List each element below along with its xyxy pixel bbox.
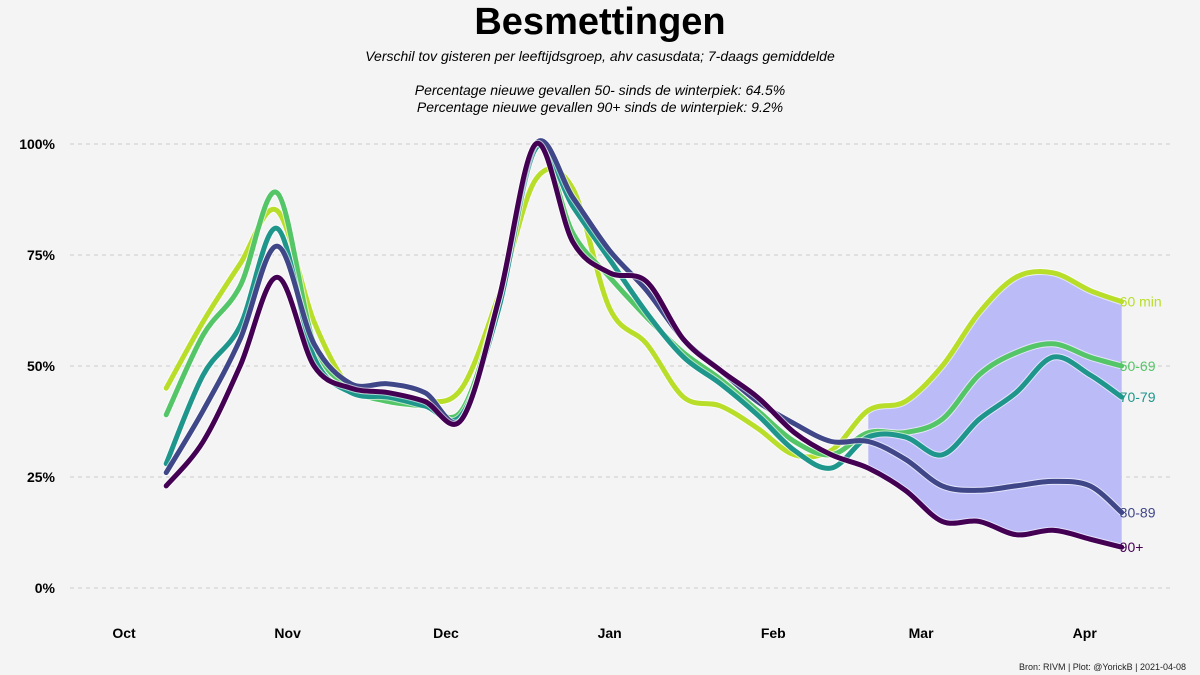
series-80-89: 80-89 xyxy=(162,137,1156,521)
x-tick-label: Feb xyxy=(761,625,786,641)
series-70-79: 70-79 xyxy=(162,141,1156,472)
x-tick-label: Jan xyxy=(598,625,622,641)
series-end-label: 90+ xyxy=(1120,539,1144,555)
x-tick-label: Apr xyxy=(1073,625,1098,641)
x-tick-label: Nov xyxy=(274,625,301,641)
y-tick-label: 25% xyxy=(27,469,56,485)
series-line xyxy=(163,138,1125,515)
series-end-label: 80-89 xyxy=(1120,505,1156,521)
note-50-minus: Percentage nieuwe gevallen 50- sinds de … xyxy=(414,82,786,98)
series-90-: 90+ xyxy=(162,139,1144,555)
series-end-label: 50-69 xyxy=(1120,358,1156,374)
y-tick-label: 75% xyxy=(27,247,56,263)
y-tick-label: 50% xyxy=(27,358,56,374)
x-tick-label: Dec xyxy=(433,625,459,641)
chart-subtitle: Verschil tov gisteren per leeftijdsgroep… xyxy=(365,48,835,64)
x-tick-label: Mar xyxy=(909,625,934,641)
y-tick-label: 0% xyxy=(35,580,56,596)
series-end-label: 60 min xyxy=(1120,294,1162,310)
series-line xyxy=(163,166,1125,460)
chart-title: Besmettingen xyxy=(474,1,726,43)
y-tick-label: 100% xyxy=(19,136,55,152)
series-line xyxy=(163,140,1125,550)
x-tick-label: Oct xyxy=(112,625,136,641)
source-caption: Bron: RIVM | Plot: @YorickB | 2021-04-08 xyxy=(1018,662,1186,672)
note-90-plus: Percentage nieuwe gevallen 90+ sinds de … xyxy=(416,99,784,115)
series-end-label: 70-79 xyxy=(1120,389,1156,405)
series-line xyxy=(163,142,1125,471)
series-60-min: 60 min xyxy=(162,165,1162,461)
